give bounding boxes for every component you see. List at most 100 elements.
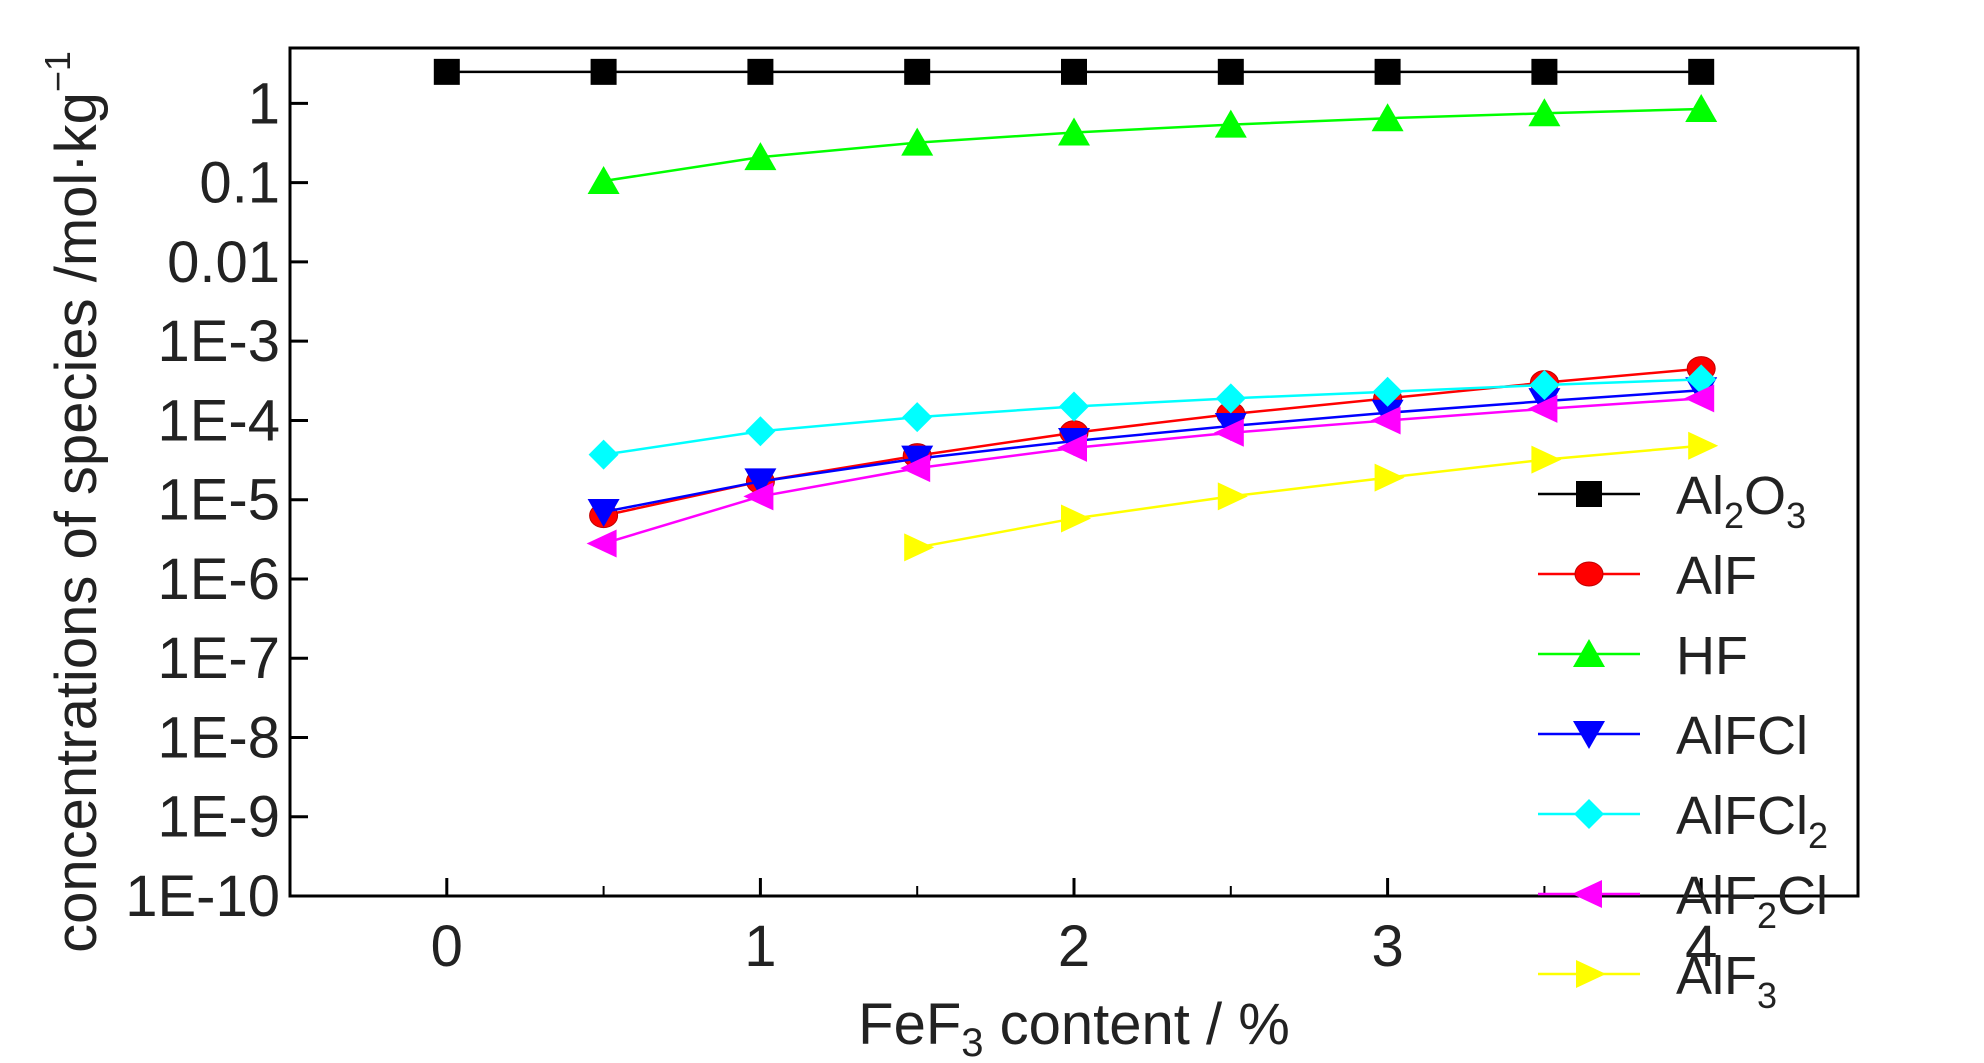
legend-marker [1576,481,1602,507]
series-line [603,389,1702,514]
legend-marker [1573,639,1605,667]
legend: Al2O3 AlF HF AlFCl AlFCl2 AlF2Cl AlF3 [1538,466,1828,1016]
data-point [900,454,931,483]
data-point [1057,433,1087,462]
data-point [1061,58,1087,85]
y-tick-label: 1E-9 [157,785,280,850]
data-point [1370,406,1401,435]
series-al2o3 [433,58,1715,85]
series-line [603,397,1702,545]
data-point [587,165,620,194]
series-line [916,444,1702,549]
data-point [588,439,619,470]
data-point [1688,58,1715,85]
legend-item: AlF [1538,546,1757,606]
data-point [1217,482,1248,511]
x-tick-label: 1 [744,914,776,979]
data-point [1528,98,1561,127]
plot-frame [288,46,1860,898]
x-tick-label: 2 [1058,914,1090,979]
x-axis-title: FeF3 content / % [858,992,1290,1063]
legend-marker [1572,880,1602,908]
data-point [1529,369,1560,400]
data-point [1531,445,1562,474]
data-point [1374,463,1405,492]
x-tick-label: 0 [431,914,463,979]
series-alf2cl [586,384,1715,558]
ticks-layer [290,101,1703,898]
y-tick-label: 1E-5 [157,468,280,533]
data-point [902,402,933,433]
data-point [586,529,617,558]
data-point [1685,93,1718,122]
data-point [1217,58,1244,85]
legend-label: AlF2Cl [1676,866,1828,936]
data-point [1214,109,1247,138]
legend-item: AlFCl2 [1538,786,1828,856]
legend-marker [1574,561,1604,587]
legend-label: HF [1676,626,1748,686]
data-point [744,142,777,171]
data-point [745,416,776,447]
y-axis-title: concentrations of species /mol·kg−1 [37,51,109,953]
x-tick-label: 4 [1685,914,1717,979]
data-point [590,58,617,85]
legend-marker [1573,721,1605,749]
data-point [1058,117,1090,146]
y-axis-title-superscript: −1 [37,51,78,92]
y-tick-label: 1E-8 [157,705,280,770]
data-point [1686,364,1717,395]
data-point [743,482,774,511]
x-tick-label: 3 [1371,914,1403,979]
legend-marker [1574,799,1604,829]
y-tick-label: 1E-7 [157,626,280,691]
legend-item: Al2O3 [1538,466,1806,536]
data-point [1215,383,1246,414]
data-point [901,127,934,156]
data-point [1059,391,1089,422]
data-point [1372,376,1403,407]
data-point [587,498,620,527]
y-tick-label: 0.01 [167,230,280,295]
data-point [747,58,774,85]
data-point [1531,58,1558,85]
data-point [904,58,931,85]
data-point [1213,418,1244,447]
data-point [1527,394,1558,423]
series-line [603,107,1702,183]
legend-label: Al2O3 [1676,466,1806,536]
x-axis-title-prefix: FeF [858,992,961,1057]
tick-labels-layer: 0 1 2 3 4 1 0.1 0.01 1E-3 1E-4 1E-5 1E-6 1E-7 1E-8 1E-… [125,71,1717,979]
data-point [904,533,935,562]
legend-item: HF [1538,626,1748,686]
data-point [1371,103,1404,132]
y-axis-title-text: concentrations of species /mol·kg [44,92,109,953]
legend-item: AlFCl [1538,706,1808,766]
series-line [603,378,1702,456]
data-point [744,468,777,497]
data-point [433,58,460,85]
y-tick-label: 1E-10 [125,864,280,929]
series-hf [587,93,1718,194]
y-tick-label: 1 [248,71,280,136]
data-point [901,445,934,474]
y-tick-label: 1E-4 [157,388,280,453]
data-point [1061,504,1091,533]
legend-marker [1576,960,1606,988]
legend-label: AlF3 [1676,946,1777,1016]
legend-label: AlFCl2 [1676,786,1828,856]
x-axis-title-suffix: content / % [984,992,1290,1057]
y-tick-label: 1E-6 [157,547,280,612]
series-alfcl2 [588,364,1717,470]
x-axis-title-subscript: 3 [961,1021,983,1063]
series-layer [433,58,1719,562]
legend-item: AlF2Cl [1538,866,1828,936]
y-tick-label: 0.1 [199,151,280,216]
legend-label: AlFCl [1676,706,1808,766]
series-alf3 [904,431,1719,562]
y-tick-label: 1E-3 [157,309,280,374]
legend-item: AlF3 [1538,946,1777,1016]
data-point [1684,384,1715,413]
data-point [1374,58,1401,85]
